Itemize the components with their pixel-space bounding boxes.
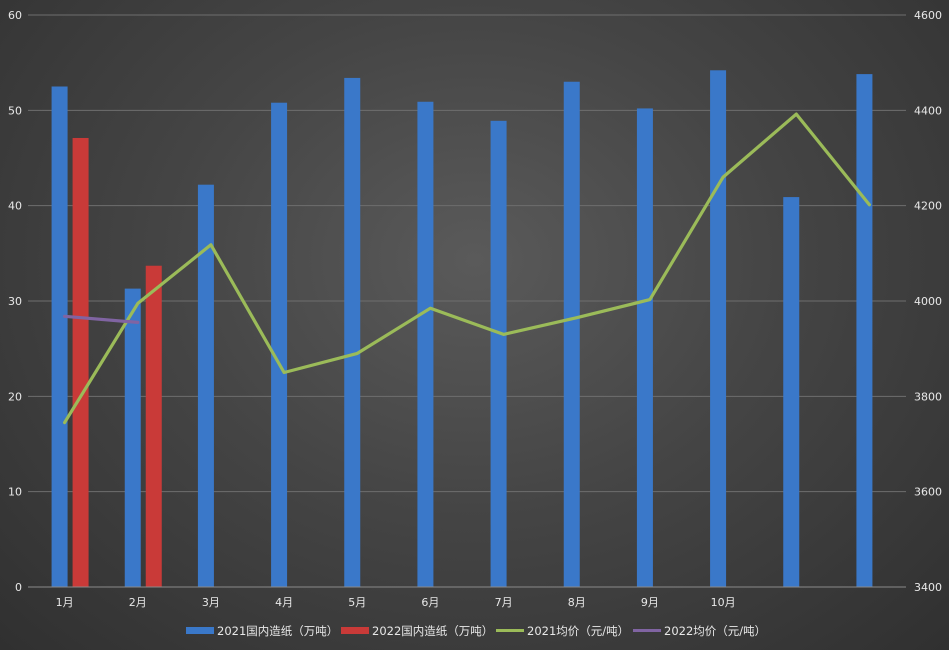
legend-item: 2022均价（元/吨） <box>633 624 766 638</box>
right-tick-label: 4400 <box>914 104 942 117</box>
legend-label: 2021均价（元/吨） <box>527 624 629 638</box>
legend-label: 2021国内造纸（万吨） <box>217 624 338 638</box>
x-tick-label: 4月 <box>275 596 293 609</box>
bar <box>124 288 141 587</box>
right-tick-label: 3400 <box>914 581 942 594</box>
left-tick-label: 10 <box>8 486 22 499</box>
left-tick-label: 50 <box>8 104 22 117</box>
legend-item: 2021均价（元/吨） <box>496 624 629 638</box>
right-tick-label: 3800 <box>914 390 942 403</box>
legend-item: 2021国内造纸（万吨） <box>186 624 338 638</box>
bar <box>344 77 361 588</box>
legend: 2021国内造纸（万吨） 2022国内造纸（万吨） 2021均价（元/吨） 2022均… <box>186 624 766 638</box>
legend-label: 2022均价（元/吨） <box>664 624 766 638</box>
bar <box>145 265 162 587</box>
left-y-axis: 0 10 20 30 40 50 60 <box>8 9 22 594</box>
legend-swatch <box>341 627 369 634</box>
right-tick-label: 4200 <box>914 200 942 213</box>
x-tick-label: 7月 <box>495 596 513 609</box>
line-series <box>62 112 872 425</box>
left-tick-label: 60 <box>8 9 22 22</box>
right-tick-label: 4600 <box>914 9 942 22</box>
x-axis: 1月 2月 3月 4月 5月 6月 7月 8月 9月 10月 <box>28 586 906 609</box>
bar <box>72 137 89 588</box>
bar <box>710 70 727 587</box>
bar <box>490 120 507 587</box>
bar <box>51 86 68 587</box>
legend-label: 2022国内造纸（万吨） <box>372 624 493 638</box>
left-tick-label: 30 <box>8 295 22 308</box>
x-tick-label: 1月 <box>56 596 74 609</box>
bar-series-1 <box>51 70 873 588</box>
x-tick-label: 6月 <box>421 596 439 609</box>
x-tick-label: 3月 <box>202 596 220 609</box>
right-tick-label: 4000 <box>914 295 942 308</box>
bar <box>856 74 873 587</box>
left-tick-label: 20 <box>8 390 22 403</box>
x-tick-label: 5月 <box>348 596 366 609</box>
line-series-2 <box>62 314 140 324</box>
bar-series-2 <box>72 137 162 588</box>
bar <box>271 102 288 587</box>
bar <box>783 197 800 587</box>
right-tick-label: 3600 <box>914 486 942 499</box>
bar <box>636 108 653 587</box>
bar-series <box>51 70 873 588</box>
bar <box>563 81 580 587</box>
legend-swatch <box>186 627 214 634</box>
gridlines <box>28 14 906 493</box>
line-series-1 <box>62 112 872 425</box>
right-y-axis: 3400 3600 3800 4000 4200 4400 4600 <box>914 9 942 594</box>
left-tick-label: 40 <box>8 200 22 213</box>
x-tick-label: 2月 <box>129 596 147 609</box>
legend-item: 2022国内造纸（万吨） <box>341 624 493 638</box>
x-tick-label: 9月 <box>641 596 659 609</box>
left-tick-label: 0 <box>15 581 22 594</box>
bar <box>197 184 214 587</box>
x-tick-label: 8月 <box>568 596 586 609</box>
x-tick-label: 10月 <box>711 596 736 609</box>
bar <box>417 101 434 588</box>
